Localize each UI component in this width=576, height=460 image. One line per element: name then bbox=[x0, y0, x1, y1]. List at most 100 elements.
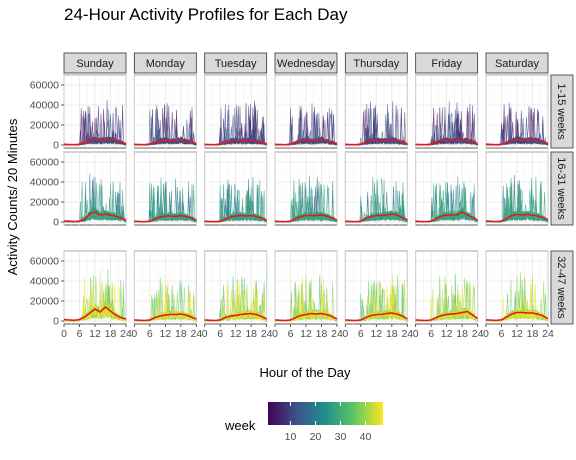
column-strip-label: Friday bbox=[431, 58, 462, 70]
row-strip-label: 32-47 weeks bbox=[555, 256, 567, 319]
x-axis-label: Hour of the Day bbox=[259, 365, 351, 380]
mean-trend-line bbox=[204, 138, 267, 146]
row-strip bbox=[550, 250, 574, 325]
x-tick-label: 18 bbox=[245, 328, 257, 340]
facet-panel-friday-3 bbox=[415, 250, 479, 325]
mean-trend-line bbox=[415, 211, 478, 223]
column-strip-label: Tuesday bbox=[215, 58, 257, 70]
x-tick-label: 24 bbox=[120, 328, 132, 340]
y-tick-label: 60000 bbox=[30, 157, 59, 169]
mean-trend-line bbox=[134, 313, 197, 322]
x-tick-label: 24 bbox=[190, 328, 202, 340]
x-tick-label: 24 bbox=[401, 328, 413, 340]
x-tick-label: 12 bbox=[511, 328, 523, 340]
y-tick-label: 60000 bbox=[30, 80, 59, 92]
x-tick-label: 24 bbox=[542, 328, 554, 340]
mean-trend-line bbox=[486, 213, 549, 223]
facet-panel-sunday-3 bbox=[63, 250, 127, 325]
facet-panel-sunday-1 bbox=[63, 74, 127, 149]
column-strip-label: Sunday bbox=[76, 58, 114, 70]
legend-colorbar bbox=[268, 402, 383, 425]
facet-panels bbox=[63, 74, 549, 325]
column-strip-label: Monday bbox=[146, 58, 186, 70]
x-tick-label: 12 bbox=[300, 328, 312, 340]
facet-panel-friday-1 bbox=[415, 74, 479, 149]
y-tick-label: 0 bbox=[53, 140, 59, 152]
x-tick-label: 12 bbox=[370, 328, 382, 340]
x-tick-label: 0 bbox=[272, 328, 278, 340]
y-tick-label: 40000 bbox=[30, 100, 59, 112]
x-tick-label: 0 bbox=[202, 328, 208, 340]
facet-panel-tuesday-1 bbox=[204, 74, 268, 149]
column-strip-label: Thursday bbox=[353, 58, 399, 70]
facet-panel-tuesday-2 bbox=[204, 151, 268, 226]
column-strip bbox=[344, 52, 408, 74]
mean-trend-line bbox=[485, 138, 549, 146]
x-tick-label: 6 bbox=[428, 328, 434, 340]
x-tick-label: 6 bbox=[77, 328, 83, 340]
row-strip-label: 16-31 weeks bbox=[555, 157, 567, 220]
facet-panel-saturday-1 bbox=[485, 74, 549, 149]
x-tick-label: 12 bbox=[230, 328, 242, 340]
x-tick-label: 0 bbox=[131, 328, 137, 340]
legend-tick-label: 10 bbox=[285, 431, 297, 443]
x-tick-label: 18 bbox=[175, 328, 187, 340]
y-tick-label: 0 bbox=[53, 316, 59, 328]
x-tick-label: 6 bbox=[217, 328, 223, 340]
column-strip bbox=[274, 52, 338, 74]
x-tick-label: 12 bbox=[89, 328, 101, 340]
x-tick-label: 0 bbox=[342, 328, 348, 340]
legend-ticks: 10 20 30 40 bbox=[285, 402, 372, 443]
chart-title: 24-Hour Activity Profiles for Each Day bbox=[64, 5, 348, 24]
x-tick-label: 12 bbox=[159, 328, 171, 340]
x-tick-label: 24 bbox=[331, 328, 343, 340]
column-strip-label: Saturday bbox=[495, 58, 540, 70]
mean-trend-line bbox=[275, 214, 338, 223]
column-strip-label: Wednesday bbox=[277, 58, 335, 70]
y-tick-label: 40000 bbox=[30, 177, 59, 189]
facet-panel-wednesday-3 bbox=[274, 250, 338, 325]
y-axis-label: Activity Counts/ 20 Minutes bbox=[5, 118, 20, 275]
x-tick-label: 6 bbox=[499, 328, 505, 340]
facet-panel-thursday-2 bbox=[344, 151, 408, 226]
mean-trend-line bbox=[275, 312, 338, 322]
mean-trend-line bbox=[204, 312, 268, 322]
x-tick-label: 0 bbox=[413, 328, 419, 340]
column-strip bbox=[133, 52, 197, 74]
row-strip bbox=[550, 151, 574, 226]
y-tick-label: 0 bbox=[53, 217, 59, 229]
x-tick-label: 24 bbox=[472, 328, 484, 340]
column-strip bbox=[204, 52, 268, 74]
facet-panel-tuesday-3 bbox=[204, 250, 268, 325]
y-tick-label: 20000 bbox=[30, 197, 59, 209]
row-strip bbox=[550, 74, 574, 149]
x-tick-label: 18 bbox=[456, 328, 468, 340]
mean-trend-line bbox=[345, 138, 408, 146]
mean-trend-line bbox=[134, 214, 197, 223]
mean-trend-line bbox=[345, 213, 408, 223]
mean-trend-line bbox=[275, 138, 338, 146]
mean-trend-line bbox=[415, 138, 478, 146]
legend-tick-label: 30 bbox=[335, 431, 347, 443]
x-tick-label: 18 bbox=[105, 328, 117, 340]
mean-trend-line bbox=[485, 311, 549, 322]
facet-panel-sunday-2 bbox=[63, 151, 127, 226]
x-tick-label: 6 bbox=[288, 328, 294, 340]
legend-tick-label: 20 bbox=[310, 431, 322, 443]
x-tick-label: 0 bbox=[61, 328, 67, 340]
mean-trend-line bbox=[134, 138, 197, 146]
facet-panel-wednesday-1 bbox=[274, 74, 338, 149]
legend: week 10 20 30 40 bbox=[224, 402, 383, 443]
x-tick-label: 24 bbox=[261, 328, 273, 340]
mean-trend-line bbox=[415, 310, 479, 322]
facet-panel-monday-1 bbox=[133, 74, 197, 149]
facet-panel-wednesday-2 bbox=[274, 151, 338, 226]
mean-trend-line bbox=[63, 305, 127, 322]
x-tick-label: 18 bbox=[386, 328, 398, 340]
legend-tick-label: 40 bbox=[360, 431, 372, 443]
y-tick-label: 60000 bbox=[30, 256, 59, 268]
y-tick-label: 20000 bbox=[30, 120, 59, 132]
mean-trend-line bbox=[64, 211, 127, 223]
